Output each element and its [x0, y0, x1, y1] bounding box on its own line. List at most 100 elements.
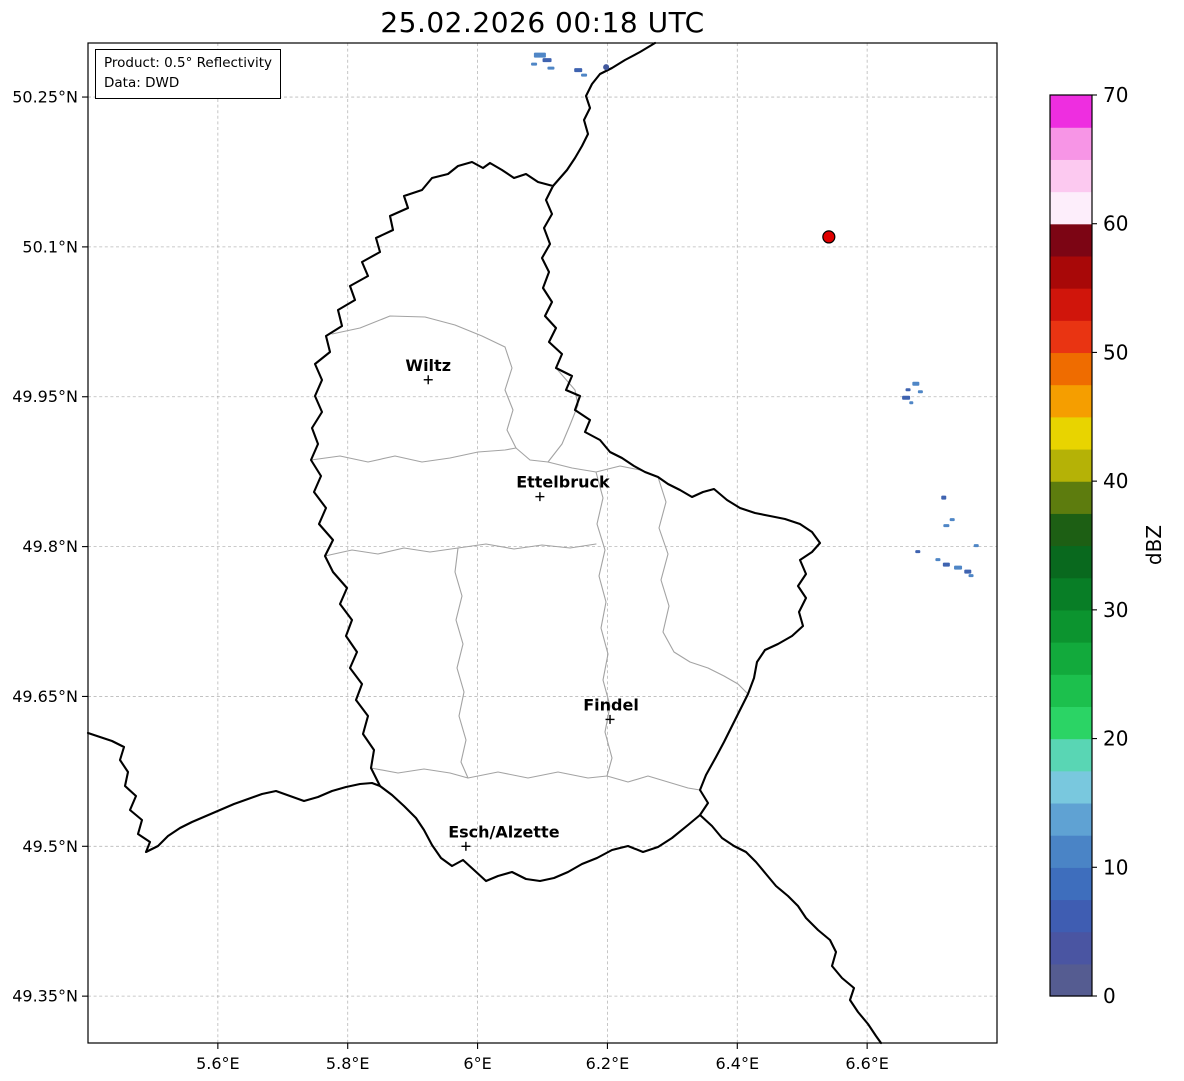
y-tick-label: 49.35°N — [12, 987, 78, 1006]
radar-echo — [942, 562, 950, 567]
canton-border — [324, 543, 597, 557]
x-tick-label: 6.6°E — [845, 1054, 889, 1073]
colorbar-segment — [1050, 255, 1092, 289]
city-label: Esch/Alzette — [448, 822, 560, 841]
colorbar-segment — [1050, 674, 1092, 707]
colorbar-tick-label: 50 — [1103, 340, 1128, 364]
radar-echo — [949, 518, 955, 522]
city-label: Findel — [583, 695, 639, 714]
belgium-germany-border — [551, 41, 657, 188]
radar-site-marker — [822, 230, 836, 244]
colorbar-segment — [1050, 931, 1092, 965]
info-box-source: Data: DWD — [104, 75, 180, 92]
radar-echo — [915, 550, 921, 554]
radar-echo — [531, 62, 538, 66]
x-tick-label: 6°E — [463, 1054, 491, 1073]
city-markers: Wiltz Ettelbruck Findel Esch/Alzette — [405, 356, 639, 851]
radar-echo — [973, 544, 979, 548]
canton-border — [547, 367, 579, 463]
colorbar-segment — [1050, 95, 1092, 128]
canton-border — [331, 315, 506, 348]
luxembourg-border — [309, 160, 822, 883]
colorbar-tick-label: 30 — [1103, 598, 1128, 622]
y-tick-label: 50.25°N — [12, 88, 78, 107]
radar-echo — [912, 381, 920, 386]
y-tick-label: 50.1°N — [22, 237, 78, 256]
radar-echo — [941, 495, 947, 500]
canton-border — [310, 447, 517, 463]
radar-echo — [542, 58, 552, 63]
france-belgium-border — [86, 731, 382, 854]
y-tick-label: 49.65°N — [12, 687, 78, 706]
colorbar-segment — [1050, 448, 1092, 482]
colorbar-segment — [1050, 352, 1092, 386]
radar-echo — [905, 388, 911, 392]
radar-echo — [917, 390, 923, 394]
radar-echo — [968, 574, 974, 578]
radar-echo-layer — [531, 52, 979, 578]
colorbar-tick-label: 10 — [1103, 855, 1128, 879]
axis-ticks: 5.6°E 5.8°E 6°E 6.2°E 6.4°E 6.6°E 50.25°N 50.1°… — [12, 88, 889, 1073]
city-label: Ettelbruck — [516, 473, 610, 492]
colorbar-segment — [1050, 577, 1092, 611]
colorbar-segment — [1050, 288, 1092, 321]
x-tick-label: 6.4°E — [716, 1054, 760, 1073]
colorbar-segment — [1050, 191, 1092, 225]
radar-echo — [954, 565, 963, 570]
colorbar-segment — [1050, 609, 1092, 643]
y-tick-label: 49.5°N — [22, 837, 78, 856]
colorbar-segment — [1050, 481, 1092, 514]
info-box-product: Product: 0.5° Reflectivity — [104, 55, 272, 71]
colorbar-segment — [1050, 127, 1092, 160]
canton-border — [454, 547, 469, 779]
colorbar-segment — [1050, 738, 1092, 772]
radar-echo — [603, 64, 610, 71]
colorbar-segment — [1050, 835, 1092, 868]
plot-frame — [87, 42, 998, 1044]
canton-border — [595, 471, 613, 777]
colorbar-segment — [1050, 416, 1092, 450]
x-tick-label: 5.6°E — [196, 1054, 240, 1073]
canton-border — [370, 767, 701, 791]
canton-border — [657, 476, 749, 695]
x-tick-label: 5.8°E — [326, 1054, 370, 1073]
y-tick-label: 49.8°N — [22, 537, 78, 556]
country-borders — [86, 41, 883, 1045]
colorbar-segment — [1050, 384, 1092, 418]
colorbar-segment — [1050, 802, 1092, 836]
colorbar-segment — [1050, 320, 1092, 354]
colorbar-tick-label: 20 — [1103, 727, 1128, 751]
colorbar-segment — [1050, 899, 1092, 933]
radar-echo — [909, 401, 914, 405]
x-tick-label: 6.2°E — [586, 1054, 630, 1073]
radar-echo — [533, 52, 546, 58]
colorbar-segment — [1050, 513, 1092, 547]
info-box: Product: 0.5° Reflectivity Data: DWD — [95, 49, 281, 99]
colorbar-tick-label: 60 — [1103, 212, 1128, 236]
radar-echo — [547, 66, 555, 70]
colorbar-segment — [1050, 159, 1092, 193]
colorbar-segment — [1050, 867, 1092, 901]
gridlines — [88, 43, 997, 1043]
colorbar-segment — [1050, 545, 1092, 579]
city-label: Wiltz — [405, 356, 451, 375]
colorbar-segment — [1050, 963, 1092, 997]
colorbar-tick-label: 40 — [1103, 469, 1128, 493]
colorbar-tick-label: 70 — [1103, 83, 1128, 107]
colorbar-segment — [1050, 223, 1092, 257]
colorbar-segment — [1050, 770, 1092, 804]
colorbar: 0 10 20 30 40 50 60 70 — [1049, 83, 1128, 1008]
radar-echo — [935, 558, 941, 562]
colorbar-segment — [1050, 706, 1092, 740]
radar-echo — [581, 73, 588, 77]
colorbar-tick-label: 0 — [1103, 984, 1116, 1008]
figure-title: 25.02.2026 00:18 UTC — [380, 6, 705, 39]
radar-echo — [943, 524, 950, 528]
canton-border — [504, 346, 549, 463]
y-tick-label: 49.95°N — [12, 387, 78, 406]
radar-echo — [574, 68, 583, 73]
germany-france-border — [698, 813, 883, 1045]
colorbar-frame — [1049, 94, 1093, 997]
